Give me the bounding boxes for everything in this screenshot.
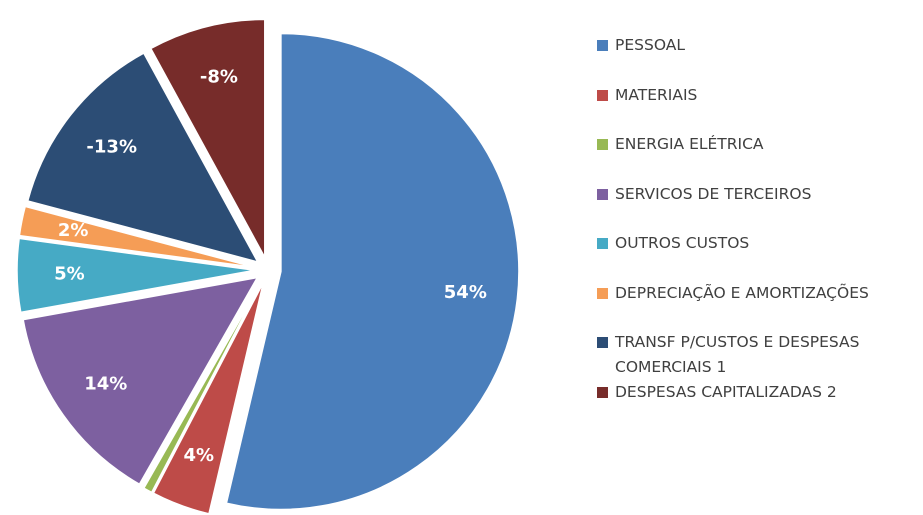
pie-slice xyxy=(149,18,266,258)
data-label: 5% xyxy=(54,263,85,284)
legend-swatch xyxy=(597,386,608,398)
data-label: 2% xyxy=(58,220,89,241)
data-label: -8% xyxy=(200,67,238,88)
pie-slice xyxy=(22,276,259,486)
legend-swatch xyxy=(597,139,608,150)
pie-slice xyxy=(225,32,520,511)
legend-label: DESPESAS CAPITALIZADAS 2 xyxy=(615,382,837,401)
pie-slice xyxy=(16,237,256,314)
legend-label: MATERIAIS xyxy=(615,85,698,104)
legend-item: TRANSF P/CUSTOS E DESPESAS COMERCIAIS 1 xyxy=(597,330,917,380)
data-label: 54% xyxy=(444,282,487,303)
pie-slice xyxy=(18,205,256,269)
data-label: -13% xyxy=(86,136,137,157)
legend-swatch xyxy=(597,188,608,200)
legend-item: DEPRECIAÇÃO E AMORTIZAÇÕES xyxy=(597,281,917,306)
legend-label: OUTROS CUSTOS xyxy=(615,234,750,252)
data-label: 4% xyxy=(183,445,214,466)
legend-label: DEPRECIAÇÃO E AMORTIZAÇÕES xyxy=(615,283,869,302)
legend-item: OUTROS CUSTOS xyxy=(597,231,917,256)
legend-item: ENERGIA ELÉTRICA xyxy=(597,132,917,157)
legend-swatch xyxy=(597,238,608,249)
legend-label: PESSOAL xyxy=(615,36,685,54)
data-label: 14% xyxy=(84,374,127,395)
legend-swatch xyxy=(597,287,608,299)
pie-slice xyxy=(152,281,265,515)
pie-slice xyxy=(26,52,260,264)
legend-swatch xyxy=(597,89,608,101)
legend-label: ENERGIA ELÉTRICA xyxy=(615,135,764,153)
pie-slice xyxy=(142,281,263,494)
legend-swatch xyxy=(597,40,608,51)
legend-swatch xyxy=(597,337,608,348)
legend-item: MATERIAIS xyxy=(597,83,917,108)
legend-label: SERVICOS DE TERCEIROS xyxy=(615,184,812,203)
pie-chart: 54% 4% 14% 5% 2% -13% -8% xyxy=(16,18,520,515)
legend-item: PESSOAL xyxy=(597,33,917,58)
legend-label: TRANSF P/CUSTOS E DESPESAS COMERCIAIS 1 xyxy=(615,333,860,376)
legend-item: DESPESAS CAPITALIZADAS 2 xyxy=(597,380,917,405)
legend-item: SERVICOS DE TERCEIROS xyxy=(597,182,917,207)
